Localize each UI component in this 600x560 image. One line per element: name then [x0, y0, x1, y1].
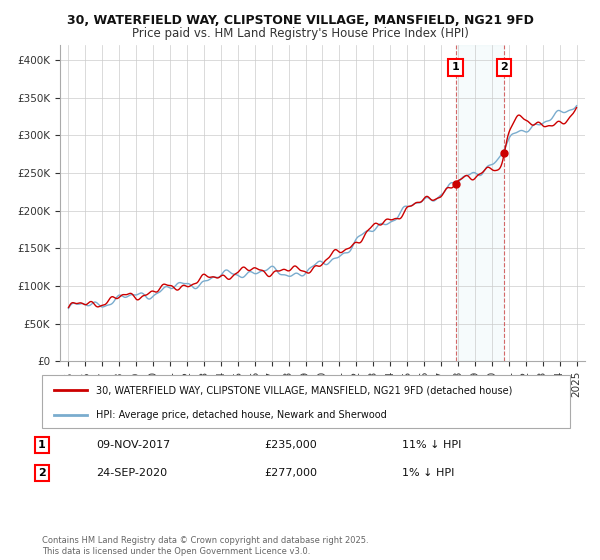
Text: 1: 1	[452, 62, 460, 72]
Text: HPI: Average price, detached house, Newark and Sherwood: HPI: Average price, detached house, Newa…	[96, 410, 387, 420]
Text: 2: 2	[500, 62, 508, 72]
Text: £235,000: £235,000	[264, 440, 317, 450]
Text: 24-SEP-2020: 24-SEP-2020	[96, 468, 167, 478]
Text: 11% ↓ HPI: 11% ↓ HPI	[402, 440, 461, 450]
Text: Contains HM Land Registry data © Crown copyright and database right 2025.
This d: Contains HM Land Registry data © Crown c…	[42, 536, 368, 556]
Text: Price paid vs. HM Land Registry's House Price Index (HPI): Price paid vs. HM Land Registry's House …	[131, 27, 469, 40]
Text: 09-NOV-2017: 09-NOV-2017	[96, 440, 170, 450]
Text: 2: 2	[38, 468, 46, 478]
Text: 30, WATERFIELD WAY, CLIPSTONE VILLAGE, MANSFIELD, NG21 9FD: 30, WATERFIELD WAY, CLIPSTONE VILLAGE, M…	[67, 14, 533, 27]
Text: 1: 1	[38, 440, 46, 450]
Text: 1% ↓ HPI: 1% ↓ HPI	[402, 468, 454, 478]
Text: £277,000: £277,000	[264, 468, 317, 478]
Bar	[455, 45, 504, 361]
Text: 30, WATERFIELD WAY, CLIPSTONE VILLAGE, MANSFIELD, NG21 9FD (detached house): 30, WATERFIELD WAY, CLIPSTONE VILLAGE, M…	[96, 385, 512, 395]
